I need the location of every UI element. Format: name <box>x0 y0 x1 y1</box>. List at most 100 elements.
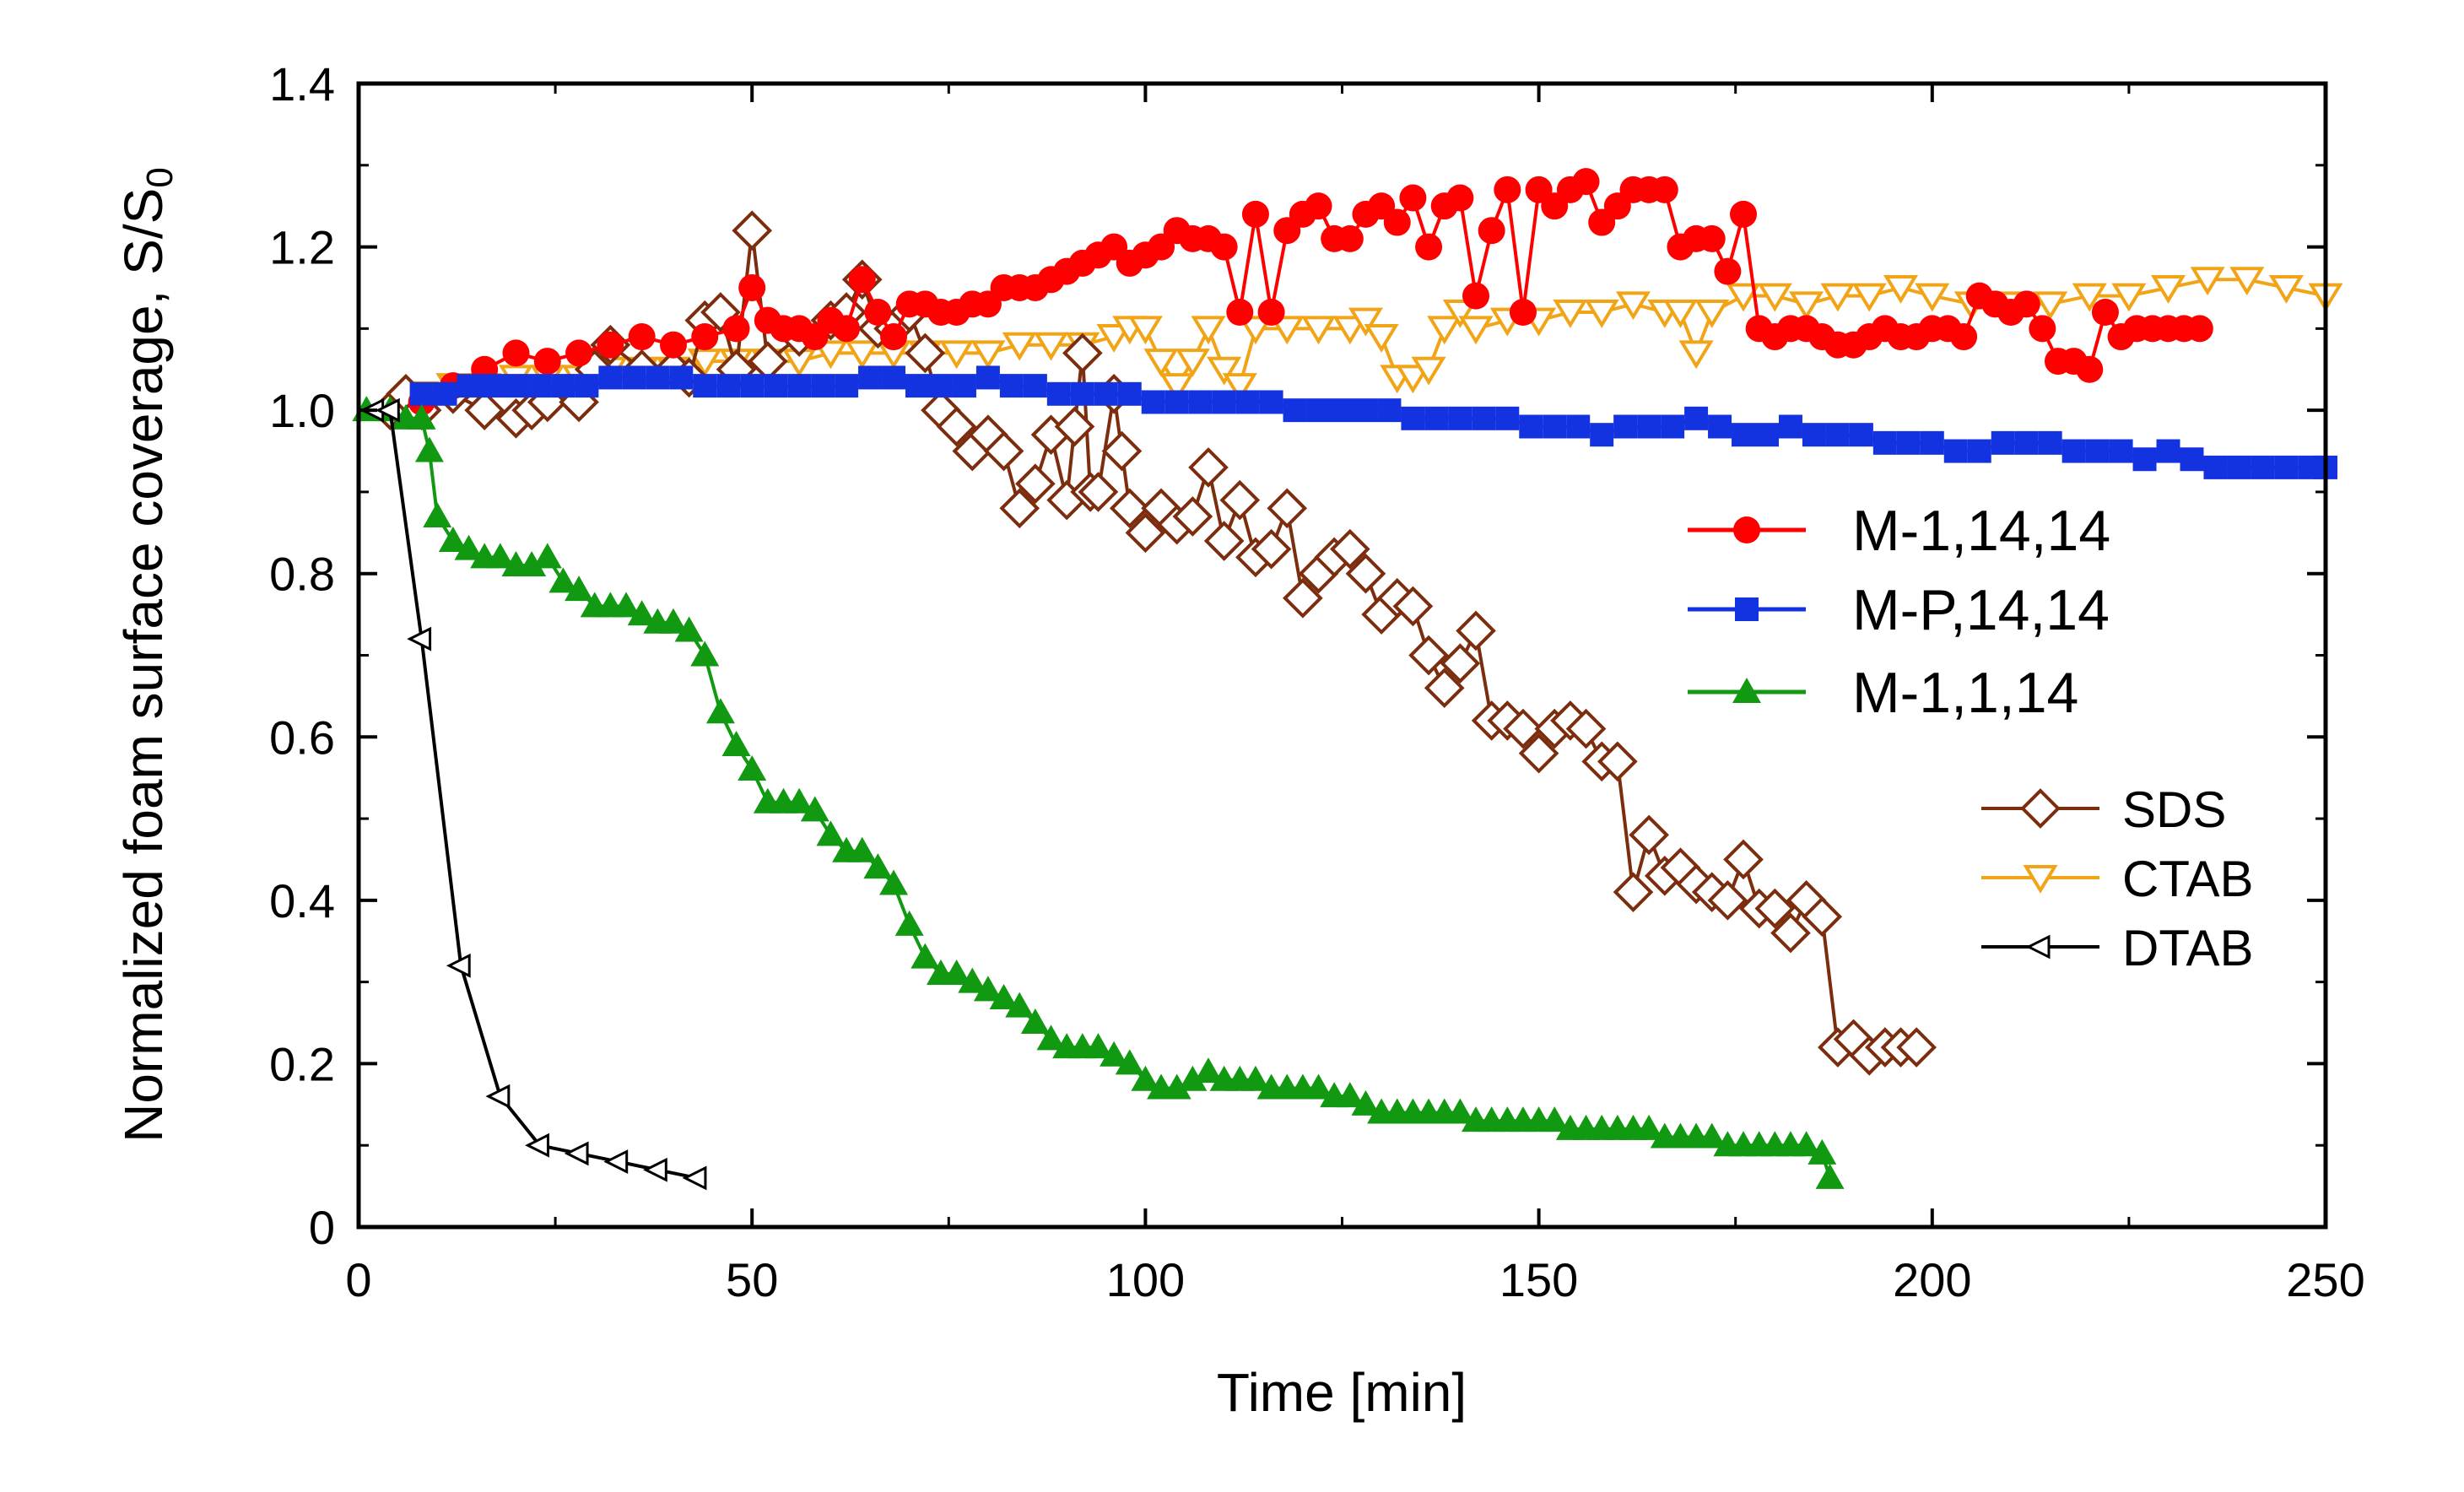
data-point-m-1-1-14 <box>1178 1065 1208 1091</box>
data-point-sds <box>1329 528 1370 570</box>
y-tick-label: 1.4 <box>269 57 335 111</box>
data-point-ctab <box>1269 316 1305 345</box>
data-point-m-p-14-14 <box>1448 406 1472 430</box>
data-point-m-1-1-14 <box>407 403 436 430</box>
data-point-dtab <box>407 626 432 651</box>
data-point-m-1-14-14 <box>628 323 656 351</box>
data-point-sds <box>732 210 773 251</box>
data-point-m-p-14-14 <box>928 374 953 398</box>
data-point-sds <box>1770 912 1811 954</box>
data-point-m-1-1-14 <box>989 984 1019 1009</box>
legend-marker-m-1-14-14 <box>1733 516 1760 543</box>
data-point-ctab <box>1662 300 1698 328</box>
data-point-m-1-1-14 <box>1304 1073 1333 1100</box>
data-point-m-p-14-14 <box>1094 381 1118 406</box>
data-point-sds <box>1392 586 1434 627</box>
data-point-m-p-14-14 <box>1401 406 1425 430</box>
data-point-m-p-14-14 <box>740 374 765 398</box>
data-point-m-p-14-14 <box>1920 430 1944 455</box>
x-tick-label: 50 <box>726 1253 778 1306</box>
x-axis-title: Time [min] <box>1217 1362 1467 1423</box>
data-point-ctab <box>1332 316 1368 345</box>
data-point-m-1-14-14 <box>1305 192 1332 220</box>
data-point-ctab <box>687 349 722 377</box>
data-point-m-p-14-14 <box>1330 398 1354 423</box>
data-point-m-p-14-14 <box>1943 439 1968 463</box>
data-point-m-1-1-14 <box>548 567 578 593</box>
data-point-sds <box>1754 888 1796 929</box>
data-point-m-p-14-14 <box>1212 390 1236 414</box>
data-point-m-p-14-14 <box>1991 430 2015 455</box>
data-point-ctab <box>1127 316 1163 345</box>
data-point-m-p-14-14 <box>2274 455 2299 479</box>
data-point-m-p-14-14 <box>1070 381 1094 406</box>
legend-label: CTAB <box>2122 851 2254 907</box>
data-point-m-p-14-14 <box>2132 447 2157 472</box>
data-point-m-p-14-14 <box>1613 414 1638 439</box>
data-point-m-1-1-14 <box>565 576 594 602</box>
data-point-m-1-14-14 <box>659 331 687 359</box>
data-point-m-p-14-14 <box>811 374 835 398</box>
data-point-sds <box>1078 472 1119 512</box>
data-point-sds <box>1565 708 1607 749</box>
data-point-dtab <box>485 1084 511 1109</box>
data-point-m-1-1-14 <box>721 730 751 756</box>
data-point-dtab <box>375 397 400 423</box>
data-point-m-p-14-14 <box>409 381 434 406</box>
data-point-m-1-14-14 <box>502 339 530 367</box>
data-point-m-p-14-14 <box>2251 455 2275 479</box>
data-point-m-1-1-14 <box>1335 1082 1364 1108</box>
data-point-m-p-14-14 <box>693 374 717 398</box>
data-point-ctab <box>1143 349 1179 377</box>
data-point-m-1-1-14 <box>1131 1065 1160 1091</box>
y-tick-label: 0.4 <box>269 874 335 927</box>
data-point-sds <box>999 488 1040 529</box>
data-point-m-p-14-14 <box>1472 406 1496 430</box>
data-point-m-1-1-14 <box>627 600 657 626</box>
data-point-m-1-14-14 <box>1651 176 1678 203</box>
series-line-m-1-1-14 <box>366 408 1832 1179</box>
data-point-sds <box>464 390 505 430</box>
data-point-m-p-14-14 <box>1778 414 1802 439</box>
data-point-m-1-1-14 <box>1807 1138 1837 1165</box>
legend-entry-dtab: DTAB <box>1981 920 2254 976</box>
legend-marker-ctab <box>2023 865 2058 894</box>
legend-label: M-1,1,14 <box>1852 661 2078 725</box>
data-point-m-1-1-14 <box>1020 1008 1050 1035</box>
data-point-dtab <box>446 953 471 978</box>
data-point-sds <box>1125 512 1166 554</box>
data-point-m-p-14-14 <box>835 374 859 398</box>
data-point-ctab <box>2033 291 2068 321</box>
data-point-ctab <box>1851 283 1887 312</box>
data-point-m-1-1-14 <box>690 641 720 667</box>
data-point-sds <box>1597 741 1638 782</box>
data-point-sds <box>1203 521 1245 561</box>
data-point-m-1-14-14 <box>2076 355 2104 383</box>
legend-label: SDS <box>2122 781 2226 838</box>
data-point-sds <box>1109 488 1150 529</box>
data-point-m-p-14-14 <box>1283 398 1307 423</box>
data-point-m-1-1-14 <box>1697 1122 1726 1149</box>
data-point-m-1-1-14 <box>532 543 562 569</box>
legend-marker-m-1-1-14 <box>1732 678 1761 703</box>
data-point-m-1-1-14 <box>414 436 444 462</box>
data-point-sds <box>1707 880 1748 921</box>
data-point-m-p-14-14 <box>1377 398 1402 423</box>
data-point-m-1-14-14 <box>1494 176 1521 203</box>
data-point-sds <box>1503 708 1543 749</box>
data-point-m-p-14-14 <box>1637 414 1662 439</box>
data-point-ctab <box>1427 316 1462 345</box>
data-point-m-1-14-14 <box>1446 184 1474 212</box>
y-axis-title-subscript: 0 <box>139 167 181 187</box>
data-point-m-1-14-14 <box>1478 217 1505 245</box>
data-point-m-p-14-14 <box>1259 390 1283 414</box>
data-point-m-1-14-14 <box>1399 184 1427 212</box>
data-point-m-1-14-14 <box>1257 299 1285 326</box>
data-point-m-1-14-14 <box>864 299 892 326</box>
data-point-m-1-14-14 <box>1241 200 1269 228</box>
data-point-m-p-14-14 <box>1732 423 1756 447</box>
data-point-sds <box>1456 610 1496 651</box>
data-point-m-1-14-14 <box>1226 299 1254 326</box>
data-point-m-1-1-14 <box>1083 1033 1113 1059</box>
data-point-m-1-14-14 <box>1950 323 1978 351</box>
